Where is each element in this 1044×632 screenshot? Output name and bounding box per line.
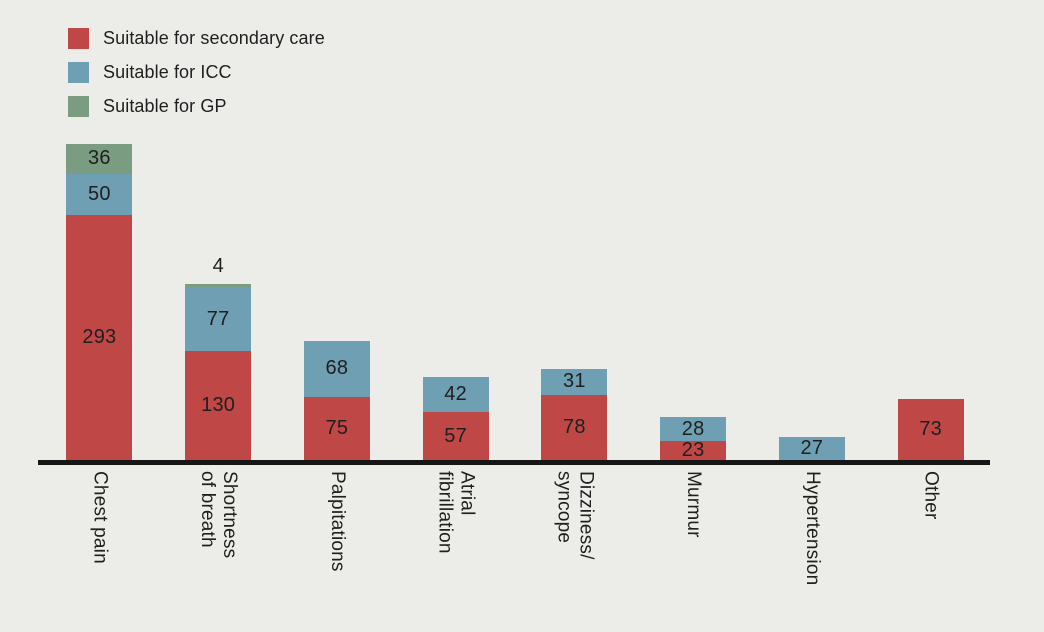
x-label-cell: Chest pain: [40, 471, 159, 632]
bar-segment: [303, 340, 370, 398]
x-axis-label: Chest pain: [89, 471, 111, 564]
x-axis-line: [38, 460, 990, 465]
legend-label: Suitable for GP: [103, 96, 227, 116]
bar-segment: [66, 143, 133, 174]
x-label-cell: Palpitations: [278, 471, 397, 632]
bar-segment: [541, 394, 608, 460]
x-axis-label: Shortness of breath: [197, 471, 241, 559]
bar-segment: [185, 351, 252, 460]
bar-column: 293 50 36: [40, 0, 159, 460]
bar-column: 75 68: [278, 0, 397, 460]
legend: Suitable for secondary care Suitable for…: [68, 28, 325, 130]
bar-segment: [422, 412, 489, 460]
x-axis-label: Murmur: [683, 471, 705, 538]
bar-segment: [185, 283, 252, 288]
bar-column: 27: [753, 0, 872, 460]
bar-segment: [66, 173, 133, 216]
legend-label: Suitable for ICC: [103, 62, 232, 82]
bar-segment: [422, 377, 489, 413]
legend-swatch-icc: [68, 62, 89, 83]
legend-swatch-secondary-care: [68, 28, 89, 49]
legend-label: Suitable for secondary care: [103, 28, 325, 48]
x-label-cell: Other: [871, 471, 990, 632]
bar-column: 78 31: [515, 0, 634, 460]
legend-item-gp: Suitable for GP: [68, 96, 325, 117]
x-label-cell: Murmur: [634, 471, 753, 632]
bar-segment: [660, 417, 727, 441]
bar-column: 57 42: [396, 0, 515, 460]
legend-swatch-gp: [68, 96, 89, 117]
bar-value-label-above: 4: [212, 254, 224, 277]
legend-item-secondary-care: Suitable for secondary care: [68, 28, 325, 49]
x-axis-label: Atrial fibrillation: [434, 471, 478, 554]
x-axis-label: Dizziness/ syncope: [553, 471, 597, 560]
bar-segment: [303, 397, 370, 460]
bar-segment: [897, 399, 964, 460]
x-label-cell: Shortness of breath: [159, 471, 278, 632]
x-axis-label: Other: [920, 471, 942, 520]
bar-segment: [660, 440, 727, 460]
x-axis-labels: Chest pain Shortness of breath Palpitation…: [40, 471, 990, 632]
bar-column: 73: [871, 0, 990, 460]
bar-segment: [541, 369, 608, 395]
legend-item-icc: Suitable for ICC: [68, 62, 325, 83]
x-label-cell: Atrial fibrillation: [396, 471, 515, 632]
x-axis-label: Hypertension: [801, 471, 823, 586]
bar-column: 23 28: [634, 0, 753, 461]
bar-segment: [778, 437, 845, 460]
x-label-cell: Hypertension: [753, 471, 872, 632]
bar-segment: [66, 215, 133, 460]
x-axis-label: Palpitations: [326, 471, 348, 572]
bar-column: 130 77 4: [159, 0, 278, 460]
bar-segment: [185, 287, 252, 352]
x-label-cell: Dizziness/ syncope: [515, 471, 634, 632]
plot-area: 293 50 36 130 77 4 75 68 57 42 78 31 23 28 27 73: [40, 0, 990, 461]
